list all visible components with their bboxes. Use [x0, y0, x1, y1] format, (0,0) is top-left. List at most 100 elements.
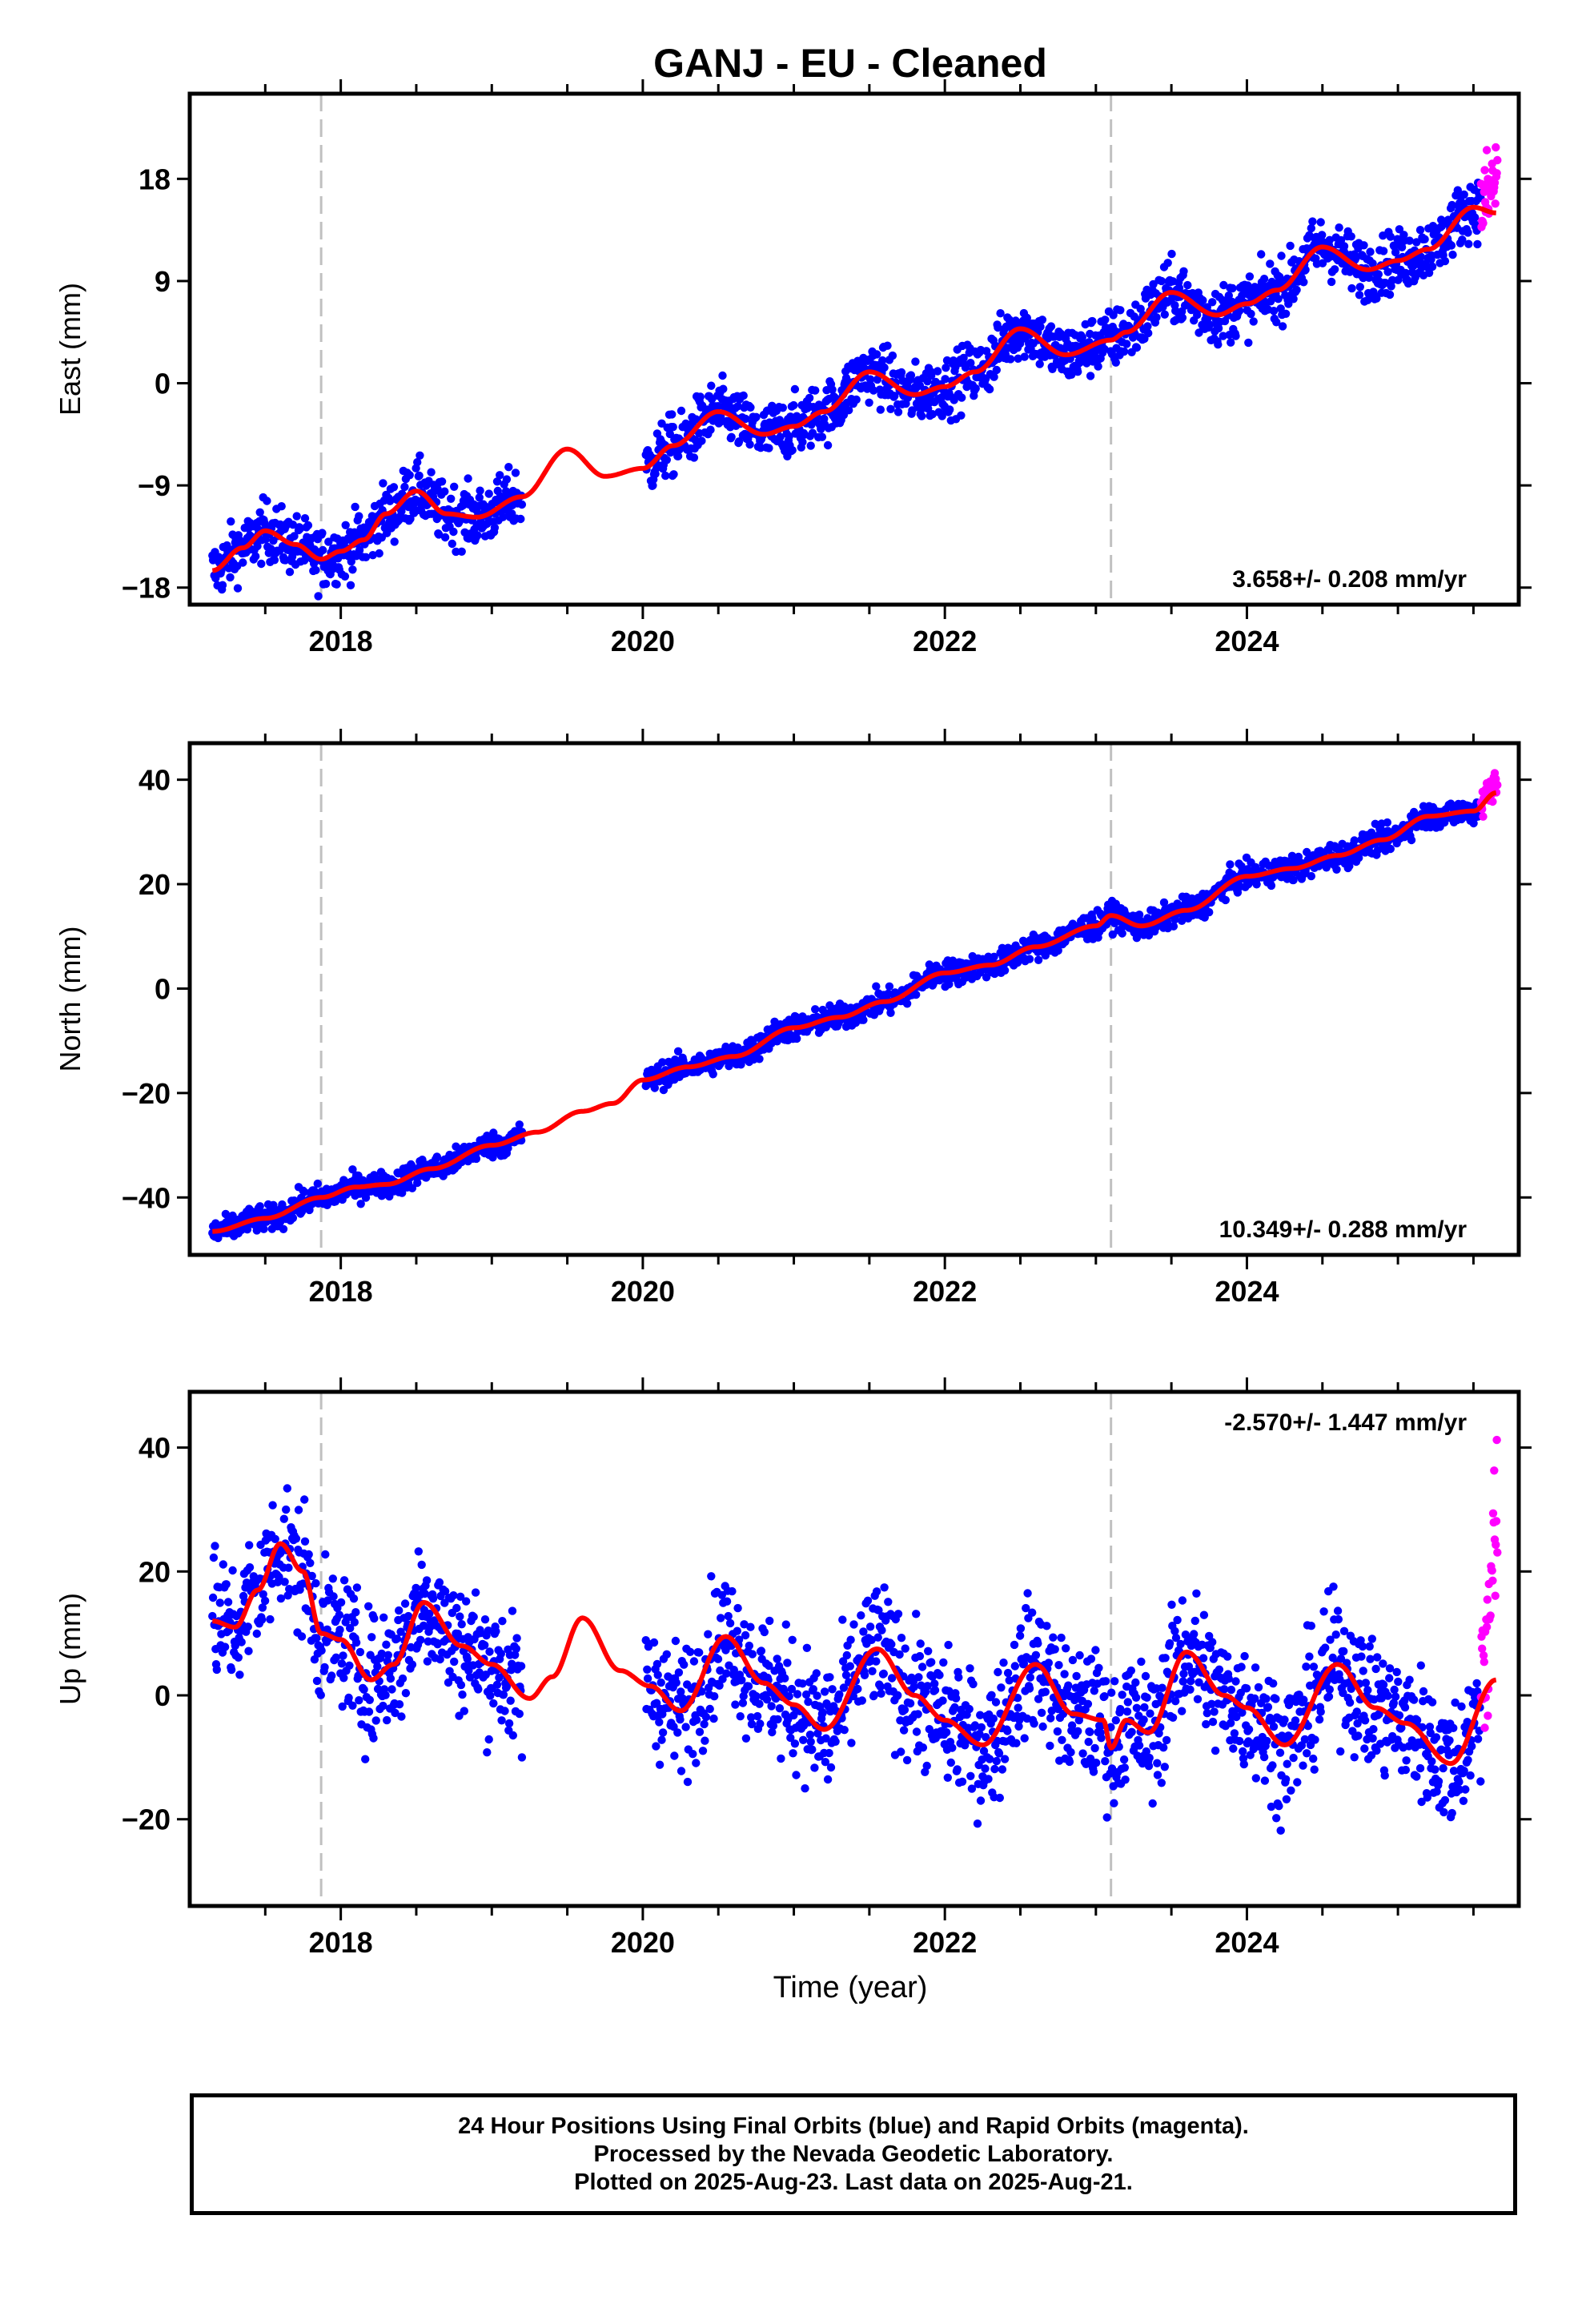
- data-point: [965, 1704, 974, 1714]
- data-point: [1088, 316, 1097, 326]
- data-point: [981, 1764, 990, 1773]
- data-point: [728, 1586, 737, 1596]
- data-point: [1332, 865, 1341, 875]
- data-point: [908, 406, 917, 415]
- data-point: [385, 497, 395, 505]
- data-point: [499, 513, 508, 521]
- data-point: [825, 1748, 833, 1758]
- data-point: [1058, 1735, 1066, 1744]
- data-point: [1347, 232, 1355, 241]
- data-point: [790, 384, 800, 394]
- data-point: [658, 1728, 668, 1737]
- data-point: [692, 1715, 701, 1724]
- data-point: [387, 1685, 396, 1694]
- data-point: [1178, 313, 1187, 322]
- data-point: [352, 1583, 362, 1592]
- data-point: [368, 551, 377, 560]
- data-point: [227, 1665, 236, 1675]
- data-point: [887, 1640, 896, 1649]
- data-point: [713, 1655, 723, 1663]
- data-point: [775, 1704, 785, 1713]
- data-point: [279, 1514, 288, 1523]
- data-point: [984, 1775, 993, 1783]
- data-point: [989, 1714, 998, 1723]
- data-point: [652, 1742, 661, 1751]
- data-point: [733, 1626, 741, 1635]
- data-point: [913, 1710, 922, 1719]
- data-point: [922, 1761, 931, 1771]
- data-point: [1020, 352, 1029, 361]
- data-point: [805, 393, 814, 403]
- data-point: [504, 1719, 514, 1728]
- data-point: [270, 556, 279, 565]
- y-tick-label: 18: [139, 163, 171, 195]
- data-point: [734, 437, 744, 446]
- data-point: [220, 1642, 230, 1651]
- data-point: [319, 545, 327, 555]
- data-point: [361, 1755, 370, 1763]
- data-point: [977, 1723, 986, 1732]
- data-point: [938, 1696, 947, 1705]
- data-point: [382, 1640, 391, 1649]
- data-point: [311, 1578, 320, 1588]
- data-point: [416, 1635, 425, 1644]
- data-point: [1160, 310, 1170, 319]
- data-point: [928, 410, 938, 419]
- data-point: [1023, 1589, 1032, 1598]
- data-point: [449, 527, 458, 537]
- rapid-data-point: [1480, 166, 1489, 175]
- data-point: [914, 1673, 923, 1682]
- data-point: [288, 521, 298, 529]
- data-point: [1068, 1655, 1078, 1665]
- data-point: [676, 1715, 685, 1724]
- data-point: [437, 477, 447, 486]
- data-point: [1025, 1684, 1034, 1693]
- data-point: [733, 1603, 742, 1613]
- data-point: [985, 384, 994, 394]
- data-point: [859, 1015, 868, 1024]
- data-point: [288, 1213, 298, 1223]
- data-point: [909, 1683, 919, 1691]
- data-point: [820, 1687, 829, 1696]
- data-point: [285, 568, 295, 577]
- data-point: [512, 1644, 520, 1653]
- data-point: [383, 1651, 392, 1659]
- data-point: [355, 512, 363, 521]
- data-point: [719, 384, 728, 393]
- data-point: [435, 1578, 444, 1587]
- data-point: [375, 549, 383, 558]
- data-point: [671, 1636, 681, 1646]
- data-point: [233, 584, 243, 593]
- data-point: [280, 1578, 289, 1586]
- data-point: [954, 1673, 963, 1682]
- data-point: [709, 1070, 717, 1079]
- data-point: [748, 1650, 757, 1659]
- data-point: [1057, 1633, 1066, 1642]
- data-point: [364, 1707, 374, 1716]
- data-point: [223, 1598, 233, 1606]
- data-point: [966, 359, 975, 368]
- data-point: [808, 1745, 817, 1754]
- data-point: [219, 1560, 227, 1569]
- data-point: [516, 514, 525, 524]
- data-point: [823, 440, 833, 450]
- data-point: [901, 1644, 909, 1653]
- data-point: [817, 432, 827, 441]
- data-point: [888, 351, 897, 360]
- data-point: [670, 1751, 679, 1760]
- data-point: [1036, 322, 1045, 332]
- data-point: [1427, 262, 1437, 271]
- data-point: [880, 1583, 889, 1592]
- data-point: [1292, 285, 1301, 295]
- data-point: [828, 385, 837, 394]
- rapid-data-point: [1493, 781, 1502, 790]
- data-point: [897, 1634, 906, 1642]
- data-point: [295, 525, 304, 533]
- data-point: [876, 405, 885, 414]
- data-point: [731, 1700, 740, 1709]
- data-point: [783, 1659, 792, 1667]
- data-point: [484, 1735, 493, 1744]
- x-tick-label: 2018: [309, 1275, 373, 1308]
- data-point: [781, 1620, 790, 1629]
